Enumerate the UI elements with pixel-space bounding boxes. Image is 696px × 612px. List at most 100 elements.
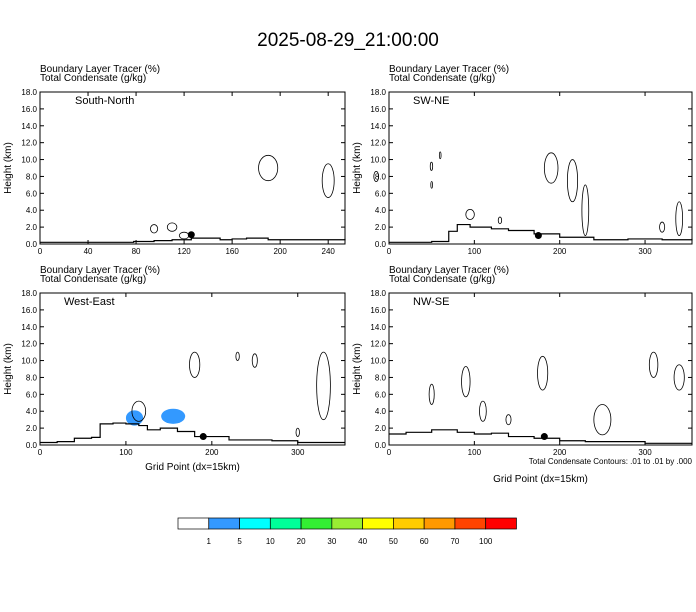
- panel-title-line2: Total Condensate (g/kg): [40, 274, 146, 285]
- panel-label: NW-SE: [413, 296, 449, 308]
- y-tick-label: 8.0: [26, 172, 38, 181]
- condensate-contour: [258, 154, 279, 182]
- condensate-contour: [543, 152, 559, 184]
- panel-label: West-East: [64, 296, 115, 308]
- condensate-contour: [479, 400, 487, 422]
- condensate-contour: [428, 383, 435, 405]
- x-tick-label: 40: [84, 247, 93, 256]
- x-tick-label: 200: [553, 247, 567, 256]
- x-tick-label: 300: [638, 247, 652, 256]
- condensate-contour: [675, 201, 684, 236]
- y-tick-label: 2.0: [26, 223, 38, 232]
- terrain-line: [40, 237, 346, 243]
- y-tick-label: 2.0: [26, 424, 38, 433]
- y-tick-label: 18.0: [370, 88, 386, 97]
- y-tick-label: 16.0: [21, 306, 37, 315]
- y-tick-label: 0.0: [375, 441, 387, 450]
- condensate-contour: [673, 364, 685, 391]
- x-axis-label-right: Grid Point (dx=15km): [493, 474, 588, 485]
- y-tick-label: 10.0: [21, 357, 37, 366]
- y-tick-label: 14.0: [370, 122, 386, 131]
- x-tick-label: 300: [638, 448, 652, 457]
- y-tick-label: 4.0: [26, 206, 38, 215]
- colorbar-swatch: [423, 517, 456, 530]
- panel-2: Boundary Layer Tracer (%)Total Condensat…: [3, 265, 346, 457]
- condensate-contour: [497, 216, 503, 225]
- condensate-contour: [537, 355, 549, 391]
- y-tick-label: 2.0: [375, 424, 387, 433]
- condensate-contour: [430, 181, 433, 189]
- x-tick-label: 160: [225, 247, 239, 256]
- y-tick-label: 6.0: [375, 189, 387, 198]
- plot-frame: [39, 292, 346, 446]
- y-tick-label: 16.0: [370, 306, 386, 315]
- condensate-contour: [505, 414, 512, 426]
- x-tick-label: 200: [205, 448, 219, 457]
- condensate-contour: [566, 159, 579, 203]
- y-tick-label: 14.0: [370, 323, 386, 332]
- colorbar-label: 1: [207, 537, 212, 546]
- panel-title-line1: Boundary Layer Tracer (%): [40, 64, 160, 75]
- panel-title-line2: Total Condensate (g/kg): [40, 73, 146, 84]
- condensate-contour: [593, 404, 612, 436]
- y-tick-label: 14.0: [21, 323, 37, 332]
- contour-note: Total Condensate Contours: .01 to .01 by…: [529, 457, 693, 466]
- y-axis-label: Height (km): [352, 343, 363, 395]
- panel-title-line1: Boundary Layer Tracer (%): [389, 64, 509, 75]
- colorbar-label: 100: [479, 537, 493, 546]
- condensate-contour: [581, 184, 590, 236]
- condensate-contour: [295, 427, 300, 437]
- y-tick-label: 12.0: [370, 139, 386, 148]
- condensate-contour: [373, 170, 380, 182]
- x-tick-label: 200: [273, 247, 287, 256]
- plot-frame: [39, 91, 346, 245]
- x-tick-label: 0: [38, 247, 43, 256]
- x-tick-label: 100: [468, 247, 482, 256]
- location-marker: [534, 232, 542, 240]
- panel-title-line1: Boundary Layer Tracer (%): [40, 265, 160, 276]
- y-axis-label: Height (km): [3, 343, 14, 395]
- colorbar: 1 5 10 20 30 40 50 60 70 100: [177, 517, 517, 546]
- colorbar-label: 5: [237, 537, 242, 546]
- condensate-contour: [659, 221, 666, 233]
- condensate-contour: [251, 353, 258, 368]
- condensate-contour: [166, 222, 178, 232]
- colorbar-label: 20: [297, 537, 306, 546]
- y-tick-label: 8.0: [375, 373, 387, 382]
- y-tick-label: 18.0: [21, 289, 37, 298]
- colorbar-swatch: [331, 517, 363, 530]
- x-tick-label: 0: [387, 448, 392, 457]
- y-tick-label: 6.0: [375, 390, 387, 399]
- y-tick-label: 10.0: [21, 156, 37, 165]
- y-tick-label: 4.0: [375, 206, 387, 215]
- x-tick-label: 300: [291, 448, 305, 457]
- y-tick-label: 8.0: [26, 373, 38, 382]
- x-tick-label: 120: [177, 247, 191, 256]
- condensate-contour: [321, 163, 335, 198]
- y-axis-label: Height (km): [352, 142, 363, 194]
- y-tick-label: 8.0: [375, 172, 387, 181]
- colorbar-label: 10: [266, 537, 275, 546]
- colorbar-label: 40: [358, 537, 367, 546]
- x-tick-label: 200: [553, 448, 567, 457]
- colorbar-label: 50: [389, 537, 398, 546]
- condensate-contour: [235, 351, 240, 361]
- y-tick-label: 18.0: [21, 88, 37, 97]
- condensate-contour: [131, 400, 147, 422]
- condensate-contour: [438, 151, 442, 160]
- y-tick-label: 4.0: [26, 407, 38, 416]
- condensate-contour: [316, 351, 331, 421]
- x-tick-label: 100: [119, 448, 133, 457]
- condensate-contour: [465, 208, 475, 220]
- x-tick-label: 100: [468, 448, 482, 457]
- colorbar-swatch: [454, 517, 487, 530]
- panel-title-line2: Total Condensate (g/kg): [389, 73, 495, 84]
- colorbar-label: 30: [327, 537, 336, 546]
- y-tick-label: 16.0: [21, 105, 37, 114]
- y-tick-label: 4.0: [375, 407, 387, 416]
- colorbar-swatch: [485, 517, 517, 530]
- y-tick-label: 0.0: [26, 441, 38, 450]
- main-title: 2025-08-29_21:00:00: [257, 30, 439, 51]
- y-tick-label: 0.0: [26, 240, 38, 249]
